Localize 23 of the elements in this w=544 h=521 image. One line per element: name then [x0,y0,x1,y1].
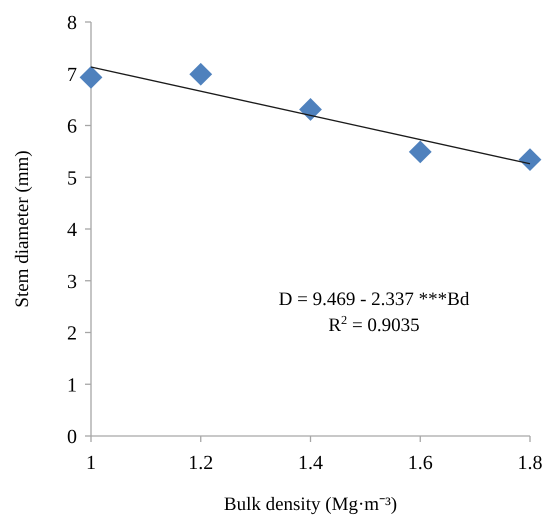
y-tick-label: 5 [67,167,77,190]
point [189,62,212,86]
annotation: D = 9.469 - 2.337 ***Bd [278,289,470,310]
y-tick-label: 8 [67,12,77,34]
y-tick-label: 1 [67,374,77,396]
y-tick-label: 2 [67,322,77,344]
annotation: R$^{2}$ = 0.9035 [328,313,420,336]
x-tick-label: 1.8 [518,452,542,474]
x-axis-title: Bulk density (Mg·m⁻³) [224,494,398,515]
x-tick-label: 1.2 [188,452,214,474]
point [408,140,432,164]
point [80,66,102,89]
y-tick-label: 4 [67,219,77,241]
y-tick-label: 6 [67,116,77,138]
y-tick-label: 7 [67,64,77,86]
point [518,148,542,172]
point [299,98,322,121]
y-tick-label: 3 [67,270,77,293]
x-tick-label: 1.4 [298,452,323,474]
y-tick-label: 0 [67,426,77,448]
x-tick-label: 1 [86,452,96,474]
x-tick-label: 1.6 [408,452,433,474]
y-axis-title: Stem diameter (mm) [12,150,33,308]
